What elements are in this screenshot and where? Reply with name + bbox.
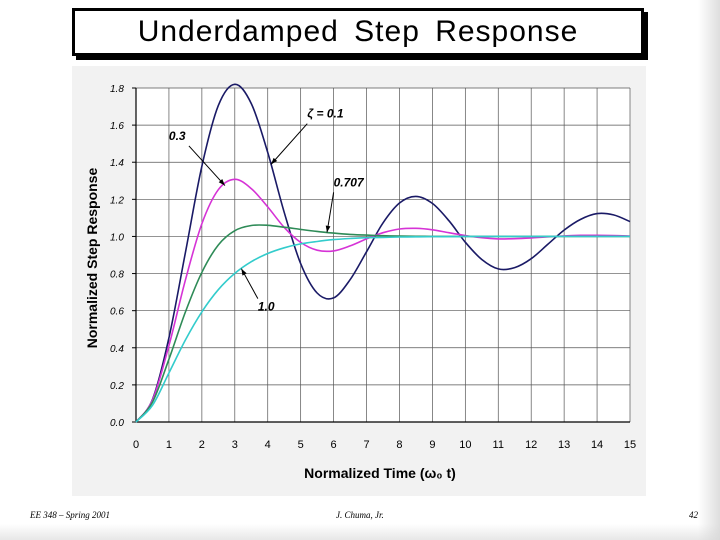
annotation-arrowhead	[325, 225, 331, 233]
y-tick-label: 0.4	[110, 344, 124, 355]
footer-page-number: 42	[689, 510, 698, 520]
y-tick-label: 1.6	[110, 121, 124, 132]
slide-title-box: Underdamped Step Response	[72, 8, 644, 56]
x-tick-label: 14	[591, 439, 603, 451]
y-tick-label: 1.2	[110, 195, 124, 206]
annotation-label: ζ = 0.1	[307, 107, 344, 121]
annotation-arrow	[326, 192, 335, 233]
y-tick-label: 0.6	[110, 307, 124, 318]
x-tick-label: 12	[525, 439, 537, 451]
annotation-label: 0.707	[334, 175, 365, 189]
annotation-arrowhead	[218, 179, 225, 186]
x-tick-label: 0	[133, 439, 139, 451]
series-line-0	[135, 83, 631, 423]
footer-author: J. Chuma, Jr.	[336, 510, 384, 520]
annotation-arrowhead	[241, 268, 247, 276]
x-tick-label: 6	[331, 439, 337, 451]
y-tick-label: 0.8	[110, 270, 124, 281]
slide-edge-shadow	[698, 0, 720, 540]
annotation-label: 0.3	[169, 129, 186, 143]
x-tick-label: 11	[493, 439, 504, 451]
y-axis-label: Normalized Step Response	[84, 168, 100, 349]
x-tick-label: 9	[429, 439, 435, 451]
x-tick-label: 7	[363, 439, 369, 451]
slide-title: Underdamped Step Response	[137, 15, 579, 48]
annotations: ζ = 0.1 0.3 0.707 1.0	[169, 107, 365, 314]
series	[135, 83, 631, 423]
annotation-arrow	[270, 123, 308, 165]
annotation-arrow	[188, 145, 226, 186]
annotation-arrowhead	[271, 157, 278, 165]
x-tick-label: 13	[558, 439, 570, 451]
x-axis-label: Normalized Time (ω₀ t)	[304, 465, 456, 481]
x-tick-label: 2	[199, 439, 205, 451]
y-tick-label: 1.8	[110, 84, 124, 95]
x-tick-label: 3	[232, 439, 238, 451]
x-tick-label: 5	[298, 439, 304, 451]
y-tick-label: 0.2	[110, 381, 124, 392]
slide-bottom-shadow	[0, 524, 720, 540]
y-tick-label: 0.0	[110, 418, 124, 429]
series-line-3	[135, 235, 630, 423]
x-tick-label: 10	[459, 439, 471, 451]
annotation-label: 1.0	[258, 300, 275, 314]
x-tick-label: 1	[166, 439, 172, 451]
footer-course: EE 348 – Spring 2001	[30, 510, 110, 520]
x-tick-label: 15	[624, 439, 636, 451]
plot-area	[136, 88, 630, 422]
y-tick-label: 1.0	[110, 232, 124, 243]
x-tick-label: 4	[265, 439, 271, 451]
axes: 0 1 2 3 4 5 6 7 8 9 10 11 12 13 14 150.00.20.40.60.81.0…	[110, 84, 636, 451]
y-tick-label: 1.4	[110, 158, 124, 169]
x-tick-label: 8	[396, 439, 402, 451]
grid	[135, 87, 631, 423]
